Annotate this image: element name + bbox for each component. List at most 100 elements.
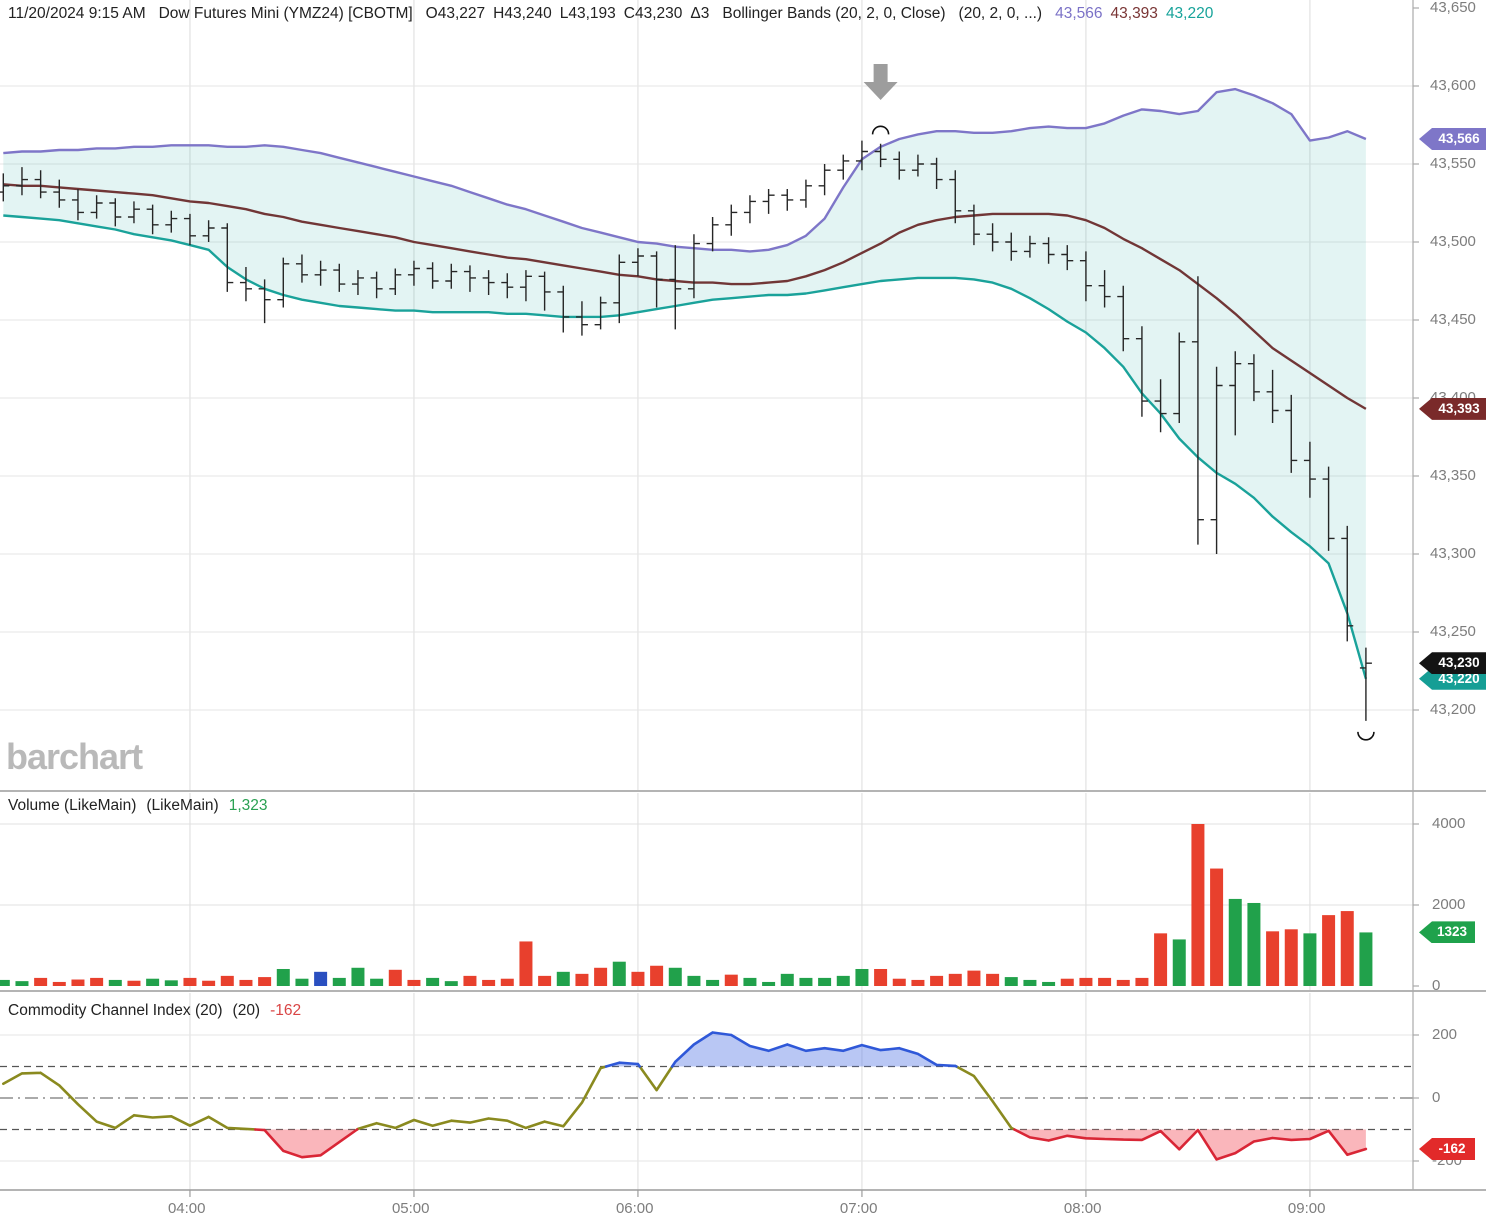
volume-bar [444, 981, 458, 986]
volume-bar [426, 977, 440, 986]
header-upper-band-value: 43,566 [1055, 5, 1103, 22]
barchart-logo: barchart [6, 736, 143, 777]
volume-value: 1,323 [228, 797, 268, 814]
ohlc-bars [0, 140, 1372, 721]
volume-bar [1228, 898, 1242, 986]
time-axis-label: 04:00 [167, 1200, 206, 1217]
volume-bar [575, 973, 589, 986]
volume-bar [1191, 824, 1205, 986]
price-badge-43393: 43,393 [1419, 397, 1486, 420]
time-axis-label: 09:00 [1287, 1200, 1326, 1217]
volume-bar [1116, 979, 1130, 986]
volume-bar [519, 941, 533, 986]
volume-bar [556, 971, 570, 986]
volume-bar [538, 975, 552, 986]
price-axis-label: 43,550 [1430, 155, 1476, 172]
bollinger-middle-line [3, 183, 1367, 410]
volume-bar [314, 971, 328, 986]
volume-bar [780, 973, 794, 986]
volume-bar [482, 979, 496, 986]
header-close: C43,230 [623, 5, 683, 22]
volume-bar [1079, 977, 1093, 986]
volume-bar [1172, 939, 1186, 986]
volume-bar [108, 979, 122, 986]
cci-line-oversold [254, 1128, 1368, 1161]
volume-bar [967, 970, 981, 986]
volume-badge: 1323 [1419, 921, 1475, 944]
volume-legend: Volume (LikeMain) (LikeMain) 1,323 [8, 797, 278, 815]
volume-bar [351, 967, 365, 986]
header-open: O43,227 [425, 5, 486, 22]
volume-bar [500, 978, 514, 986]
volume-bar [818, 977, 832, 986]
arc-marker-bottom [1357, 731, 1375, 741]
bollinger-lower-line [3, 214, 1368, 680]
price-axis-label: 43,450 [1430, 311, 1476, 328]
volume-bar [874, 968, 888, 986]
volume-bar [1098, 977, 1112, 986]
volume-bar [388, 969, 402, 986]
volume-bar [0, 979, 10, 986]
price-axis-label: 43,300 [1430, 545, 1476, 562]
volume-bar [1359, 932, 1373, 986]
cci-overbought-fill [606, 1032, 957, 1067]
volume-bar [1303, 933, 1317, 986]
header-middle-band-value: 43,393 [1110, 5, 1158, 22]
price-axis-label: 43,650 [1430, 0, 1476, 16]
time-axis-label: 05:00 [391, 1200, 430, 1217]
volume-bar [911, 979, 925, 986]
volume-bar [930, 975, 944, 986]
arc-marker-top [871, 125, 890, 135]
volume-bar [836, 975, 850, 986]
cci-title: Commodity Channel Index (20) [8, 1002, 223, 1019]
volume-bar [1154, 933, 1168, 986]
volume-bar [1340, 911, 1354, 986]
chart-header: 11/20/2024 9:15 AM Dow Futures Mini (YMZ2… [8, 5, 1226, 23]
time-axis-label: 08:00 [1063, 1200, 1102, 1217]
volume-bar [892, 978, 906, 986]
volume-axis-label: 4000 [1432, 815, 1466, 832]
bollinger-upper-line [3, 87, 1367, 253]
cci-badge: -162 [1419, 1138, 1475, 1161]
price-axis-label: 43,250 [1430, 623, 1476, 640]
price-badge-43566: 43,566 [1419, 128, 1486, 151]
volume-bar [1322, 915, 1336, 986]
volume-bar [762, 981, 776, 986]
volume-axis-label: 0 [1432, 977, 1441, 994]
volume-bar [202, 980, 216, 986]
volume-bar [15, 981, 29, 986]
volume-bar [1284, 929, 1298, 986]
header-study-params: (20, 2, 0, ...) [958, 5, 1043, 22]
volume-axis-label: 2000 [1432, 896, 1466, 913]
header-change: Δ3 [690, 5, 710, 22]
volume-bar [724, 974, 738, 986]
cci-oversold-fill [255, 1129, 1366, 1160]
volume-bar [295, 978, 309, 986]
cci-axis-label: 200 [1432, 1026, 1458, 1043]
volume-bar [1023, 979, 1037, 986]
header-datetime: 11/20/2024 9:15 AM [8, 5, 146, 22]
cci-axis-label: 0 [1432, 1089, 1441, 1106]
volume-bar [183, 977, 197, 986]
header-high: H43,240 [493, 5, 552, 22]
volume-bar [1004, 977, 1018, 986]
header-symbol: Dow Futures Mini (YMZ24) [CBOTM] [158, 5, 413, 22]
volume-bar [370, 978, 384, 986]
volume-bar [948, 973, 962, 986]
volume-bar [706, 979, 720, 986]
volume-bar [52, 981, 66, 986]
volume-bar [1210, 868, 1224, 986]
volume-bar [668, 967, 682, 986]
cci-params: (20) [232, 1002, 261, 1019]
volume-bar [276, 968, 290, 986]
volume-bar [90, 977, 104, 986]
volume-bar [220, 975, 234, 986]
cci-line-overbought [604, 1031, 958, 1068]
price-axis-label: 43,500 [1430, 233, 1476, 250]
volume-bar [407, 979, 421, 986]
volume-bar [258, 977, 272, 986]
time-axis-label: 07:00 [839, 1200, 878, 1217]
volume-bar [1247, 902, 1261, 986]
cci-legend: Commodity Channel Index (20) (20) -162 [8, 1002, 311, 1020]
